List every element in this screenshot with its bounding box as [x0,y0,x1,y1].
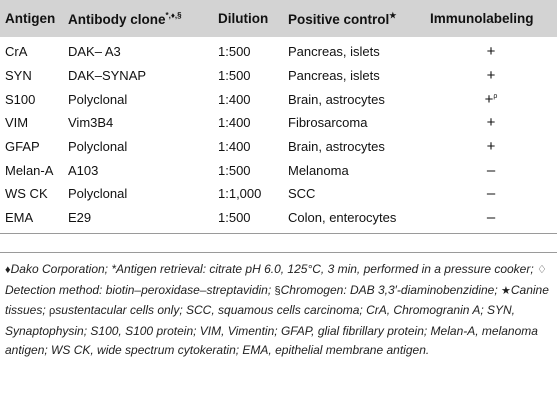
footnote-text-3: Chromogen: DAB 3,3′-diaminobenzidine; [280,282,501,297]
chromogen-mark-icon: § [274,284,281,297]
header-dilution-label: Dilution [218,11,269,26]
cell-immunolabeling: – [425,158,557,182]
cell-control: Fibrosarcoma [288,115,368,131]
immunolabel-symbol: + [486,67,496,85]
immunolabel-symbol: + [486,43,496,61]
header-dilution: Dilution [213,0,283,37]
cell-clone: Polyclonal [68,91,128,107]
cell-control: Brain, astrocytes [288,91,385,107]
table-row: S100 Polyclonal 1:400 Brain, astrocytes … [0,87,557,111]
cell-antigen: CrA [5,44,28,60]
cell-control: Pancreas, islets [288,44,380,60]
cell-dilution: 1:400 [218,115,251,131]
cell-control: Brain, astrocytes [288,139,385,155]
cell-immunolabeling: – [425,206,557,230]
cell-dilution: 1:500 [218,68,251,84]
cell-antigen: EMA [5,210,34,226]
header-clone-label: Antibody clone [68,11,166,27]
cell-dilution: 1:400 [218,91,251,107]
cell-dilution: 1:500 [218,210,251,226]
footnote-top-rule [0,252,557,253]
header-antigen: Antigen [0,0,63,37]
cell-clone: Vim3B4 [68,115,114,131]
cell-clone: E29 [68,210,92,226]
table-row: Melan-A A103 1:500 Melanoma – [0,158,557,182]
immunolabel-note: ρ [493,92,498,100]
cell-dilution: 1:1,000 [218,186,262,202]
table-row: VIM Vim3B4 1:400 Fibrosarcoma + [0,111,557,135]
cell-dilution: 1:500 [218,44,251,60]
cell-clone: Polyclonal [68,139,128,155]
cell-immunolabeling: + [425,64,557,88]
footnote-text-4: Canine tissues; [5,282,549,318]
cell-clone: A103 [68,162,99,178]
immunolabel-symbol: + [486,114,496,132]
cell-antigen: WS CK [5,186,48,202]
immunolabel-symbol: – [486,185,496,203]
cell-antigen: SYN [5,68,32,84]
cell-control: Pancreas, islets [288,68,380,84]
star-icon: ★ [501,284,511,297]
table-row: GFAP Polyclonal 1:400 Brain, astrocytes … [0,135,557,159]
table-footnote: ♦Dako Corporation; *Antigen retrieval: c… [5,260,553,361]
immunolabel-symbol: + [486,138,496,156]
cell-clone: Polyclonal [68,186,128,202]
header-control-mark: ★ [389,10,397,20]
header-antigen-label: Antigen [5,11,56,26]
cell-antigen: VIM [5,115,29,131]
footnote-text-5: sustentacular cells only; SCC, squamous … [5,303,538,358]
immunolabel-symbol: – [486,209,496,227]
cell-immunolabeling: + [425,111,557,135]
cell-antigen: GFAP [5,139,40,155]
footnote-text-1: Dako Corporation; *Antigen retrieval: ci… [10,262,538,276]
table-row: EMA E29 1:500 Colon, enterocytes – [0,206,557,230]
cell-control: SCC [288,186,316,202]
header-immuno-label: Immunolabeling [430,11,534,26]
cell-immunolabeling: + [425,37,557,64]
footnote-text-2: Detection method: biotin–peroxidase–stre… [5,282,275,297]
table-row: SYN DAK–SYNAP 1:500 Pancreas, islets + [0,64,557,88]
dako-mark-icon: ♦ [5,264,11,276]
header-immunolabeling: Immunolabeling [425,0,557,37]
header-row: Antigen Antibody clone*,♦,§ Dilution Pos… [0,0,557,37]
cell-control: Colon, enterocytes [288,210,397,226]
table-row: WS CK Polyclonal 1:1,000 SCC – [0,182,557,206]
immunolabel-symbol: + [484,90,494,108]
cell-dilution: 1:500 [218,162,251,178]
header-clone-marks: *,♦,§ [165,10,182,20]
immunolabel-symbol: – [486,161,496,179]
cell-antigen: S100 [5,91,36,107]
cell-antigen: Melan-A [5,162,54,178]
cell-immunolabeling: + [425,135,557,159]
cell-control: Melanoma [288,162,349,178]
table-row: CrA DAK– A3 1:500 Pancreas, islets + [0,37,557,64]
header-antibody-clone: Antibody clone*,♦,§ [63,0,213,37]
table-bottom-rule [0,233,557,234]
cell-clone: DAK–SYNAP [68,68,147,84]
rho-mark-icon: ρ [49,305,56,318]
cell-immunolabeling: +ρ [425,87,557,111]
cell-dilution: 1:400 [218,139,251,155]
table-body: CrA DAK– A3 1:500 Pancreas, islets + SYN… [0,37,557,230]
detection-mark-icon: ♢ [537,264,547,276]
cell-clone: DAK– A3 [68,44,121,60]
cell-immunolabeling: – [425,182,557,206]
header-positive-control: Positive control★ [283,0,425,37]
table-header: Antigen Antibody clone*,♦,§ Dilution Pos… [0,0,557,37]
antibody-table: Antigen Antibody clone*,♦,§ Dilution Pos… [0,0,557,230]
header-control-label: Positive control [288,11,390,27]
antibody-table-container: Antigen Antibody clone*,♦,§ Dilution Pos… [0,0,557,230]
